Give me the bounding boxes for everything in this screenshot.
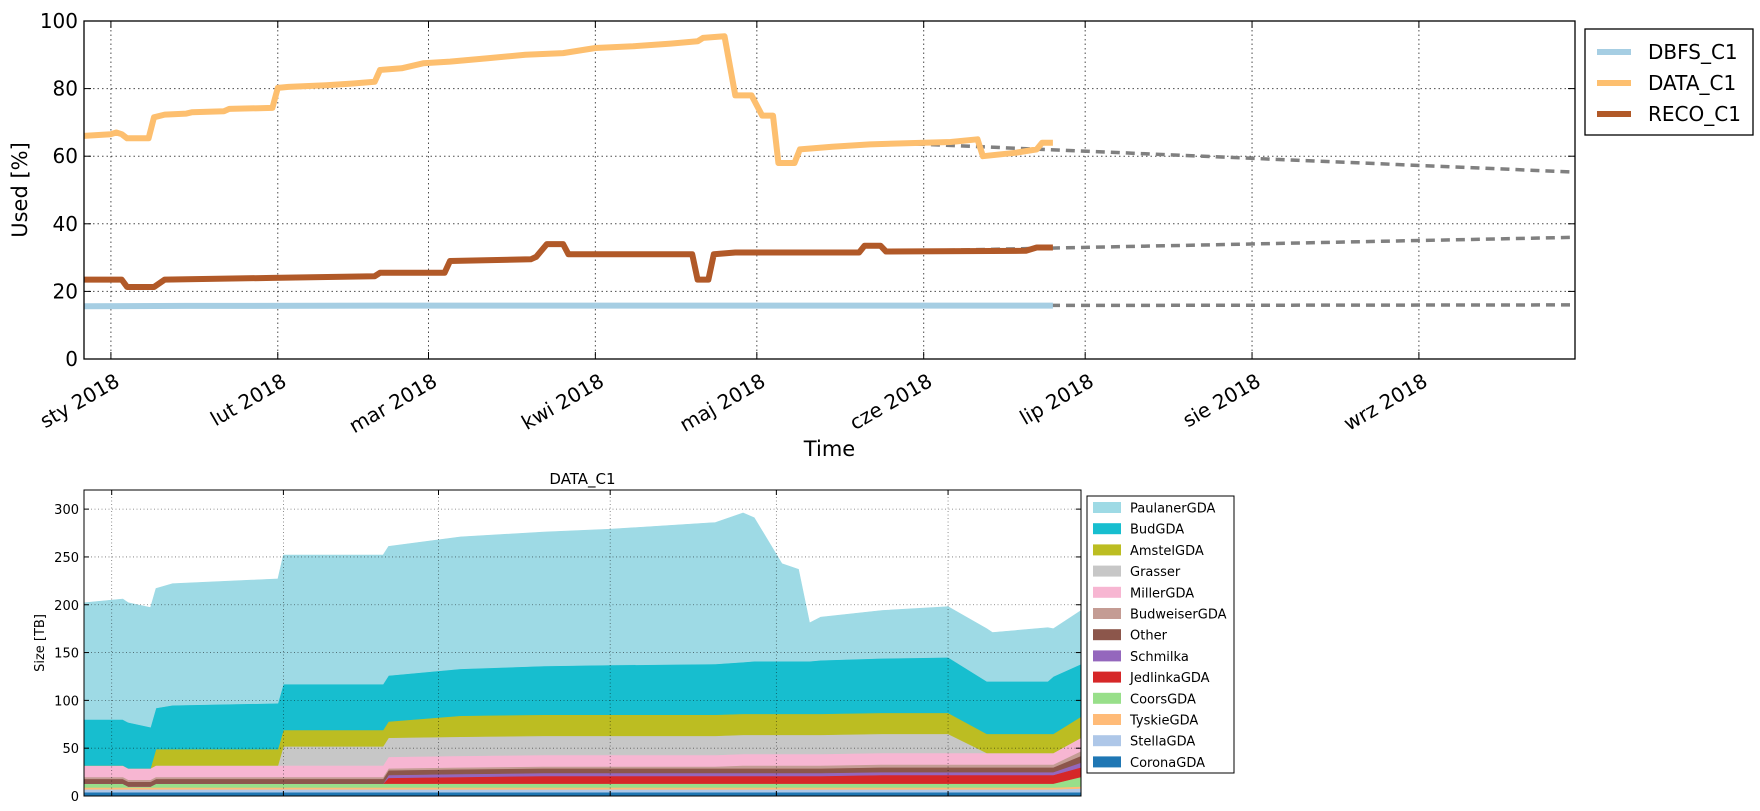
legend-swatch-other xyxy=(1093,629,1121,641)
legend-label-tyskiegda: TyskieGDA xyxy=(1129,714,1198,729)
forecast-line-2 xyxy=(885,303,1576,308)
bottom-legend: PaulanerGDA BudGDA AmstelGDA Grasser MillerG… xyxy=(1086,495,1235,774)
legend-label-budweisergda: BudweiserGDA xyxy=(1130,608,1227,623)
top-y-tick-label: 100 xyxy=(40,9,78,33)
legend-swatch-tyskiegda xyxy=(1093,714,1121,725)
series-line-data-c1 xyxy=(83,33,1053,166)
top-plot-frame xyxy=(83,20,1576,360)
top-x-tick-label: cze 2018 xyxy=(845,369,936,435)
legend-label-stellagda: StellaGDA xyxy=(1130,735,1195,750)
legend-label-dbfs-c1: DBFS_C1 xyxy=(1648,40,1738,64)
forecast-line-0 xyxy=(885,140,1576,174)
bottom-size-chart: 0 50 100 150 200 250 300 DATA_C1 Size [TB] Paulan… xyxy=(33,470,1235,805)
top-x-tick-label: lut 2018 xyxy=(206,369,290,431)
legend-label-grasser: Grasser xyxy=(1130,565,1181,580)
bottom-y-tick-label: 300 xyxy=(54,503,79,518)
top-y-axis-label: Used [%] xyxy=(8,142,32,238)
top-x-tick-label: sie 2018 xyxy=(1178,369,1264,433)
area-coronagda xyxy=(83,791,1082,797)
bottom-plot-frame xyxy=(83,489,1082,797)
bottom-y-tick-label: 200 xyxy=(54,599,79,614)
legend-swatch-paulanergda xyxy=(1093,502,1121,513)
bottom-y-tick-label: 100 xyxy=(54,694,79,709)
top-x-axis-label: Time xyxy=(803,437,855,461)
legend-label-paulanergda: PaulanerGDA xyxy=(1130,502,1215,517)
bottom-y-tick-label: 250 xyxy=(54,551,79,566)
legend-label-data-c1: DATA_C1 xyxy=(1648,71,1736,95)
bottom-y-tick-label: 150 xyxy=(54,647,79,662)
legend-label-coronagda: CoronaGDA xyxy=(1130,756,1205,771)
top-y-tick-label: 80 xyxy=(53,77,78,101)
bottom-y-axis-label: Size [TB] xyxy=(33,614,48,672)
top-x-tick-label: maj 2018 xyxy=(675,369,769,437)
bottom-y-tick-label: 50 xyxy=(62,742,79,757)
legend-label-budgda: BudGDA xyxy=(1130,523,1184,538)
bottom-y-tick-label: 0 xyxy=(71,790,79,805)
legend-label-jedlinkagda: JedlinkaGDA xyxy=(1129,671,1210,686)
legend-swatch-stellagda xyxy=(1093,735,1121,747)
legend-swatch-amstelgda xyxy=(1093,544,1121,556)
top-x-tick-label: lip 2018 xyxy=(1015,369,1097,430)
legend-label-schmilka: Schmilka xyxy=(1130,650,1189,665)
top-y-tick-label: 0 xyxy=(65,347,78,371)
top-x-tick-label: kwi 2018 xyxy=(517,369,608,435)
top-usage-chart: 0 20 40 60 80 100 sty 2018 lut 2018 mar 2018 kwi … xyxy=(8,9,1754,461)
series-line-reco-c1 xyxy=(84,241,1053,290)
legend-swatch-budgda xyxy=(1093,523,1121,535)
top-x-tick-label: mar 2018 xyxy=(345,369,441,438)
legend-swatch-millergda xyxy=(1093,586,1121,598)
legend-label-coorsgda: CoorsGDA xyxy=(1130,692,1196,707)
bottom-chart-title: DATA_C1 xyxy=(549,470,615,489)
top-x-tick-label: sty 2018 xyxy=(36,369,124,433)
forecast-line-1 xyxy=(885,235,1576,254)
series-line-dbfs-c1 xyxy=(83,302,1053,310)
legend-label-millergda: MillerGDA xyxy=(1130,586,1194,601)
top-legend: DBFS_C1 DATA_C1 RECO_C1 xyxy=(1584,28,1754,136)
legend-label-other: Other xyxy=(1130,629,1168,644)
top-y-tick-label: 60 xyxy=(53,144,78,168)
top-y-tick-label: 40 xyxy=(53,212,78,236)
legend-swatch-jedlinkagda xyxy=(1093,671,1121,683)
top-x-tick-label: wrz 2018 xyxy=(1339,369,1431,436)
legend-swatch-coronagda xyxy=(1093,756,1121,768)
legend-label-amstelgda: AmstelGDA xyxy=(1130,544,1204,559)
top-y-tick-label: 20 xyxy=(53,279,78,303)
legend-label-reco-c1: RECO_C1 xyxy=(1648,102,1741,126)
legend-swatch-budweisergda xyxy=(1093,608,1121,619)
legend-swatch-coorsgda xyxy=(1093,692,1121,704)
legend-swatch-grasser xyxy=(1093,565,1121,577)
legend-swatch-schmilka xyxy=(1093,650,1121,662)
